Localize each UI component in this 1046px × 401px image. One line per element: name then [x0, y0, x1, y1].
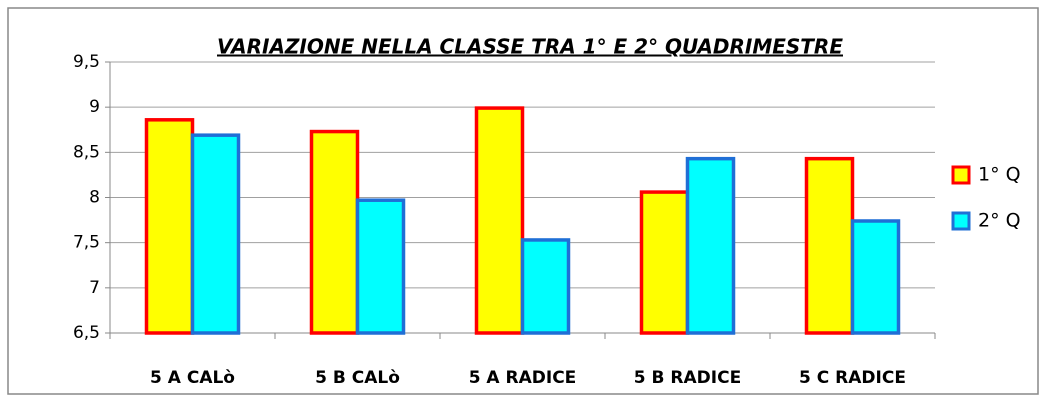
legend-swatch [951, 211, 971, 231]
x-tick-label: 5 A RADICE [469, 368, 577, 388]
bar [804, 156, 855, 335]
bar [520, 238, 571, 335]
bar [355, 198, 406, 335]
bar [474, 106, 525, 335]
y-tick-label: 9 [89, 97, 100, 117]
y-tick-label: 7 [89, 278, 100, 298]
x-tick-label: 5 C RADICE [799, 368, 906, 388]
y-tick-label: 9,5 [73, 52, 100, 72]
bar [685, 156, 736, 335]
y-tick-label: 7,5 [73, 233, 100, 253]
chart-title: VARIAZIONE NELLA CLASSE TRA 1° E 2° QUAD… [217, 35, 843, 59]
y-tick-label: 8 [89, 188, 100, 208]
y-tick-label: 6,5 [73, 323, 100, 343]
y-tick-label: 8,5 [73, 142, 100, 162]
legend-swatch [951, 165, 971, 185]
bar [144, 118, 195, 335]
legend-label: 1° Q [978, 164, 1021, 186]
bar [309, 129, 360, 335]
x-tick-label: 5 B CALò [315, 368, 400, 388]
bar [639, 190, 690, 335]
bar [190, 133, 241, 335]
x-tick-label: 5 A CALò [150, 368, 235, 388]
x-tick-label: 5 B RADICE [634, 368, 741, 388]
legend-label: 2° Q [978, 210, 1021, 232]
bar [850, 219, 901, 335]
